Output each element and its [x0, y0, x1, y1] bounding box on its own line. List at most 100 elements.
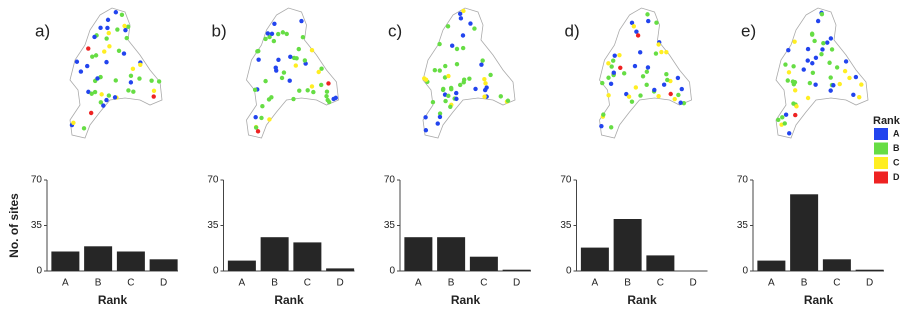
site-dot [105, 25, 110, 31]
site-dot [483, 81, 488, 86]
site-dot [449, 86, 454, 92]
site-dot [601, 112, 606, 117]
site-dot [318, 82, 324, 88]
site-dot [633, 85, 639, 90]
site-dot [809, 32, 815, 37]
site-dot [606, 61, 611, 66]
site-dot [853, 74, 859, 80]
panel-label: a) [35, 21, 50, 40]
site-dot [441, 86, 446, 92]
site-dot [488, 72, 493, 78]
y-tick-label: 0 [389, 266, 395, 277]
x-tick-label: D [690, 278, 697, 289]
site-dot [786, 70, 792, 75]
site-dot [606, 75, 611, 80]
site-dot [430, 99, 436, 105]
site-dot [288, 54, 293, 60]
site-dot [608, 81, 614, 87]
x-axis-label: Rank [98, 293, 128, 307]
y-tick-label: 0 [566, 266, 572, 277]
site-dot [632, 63, 638, 69]
site-dot [472, 26, 477, 31]
site-dot [259, 115, 264, 121]
site-dot [443, 63, 448, 69]
bar [646, 255, 675, 271]
site-dot [293, 63, 299, 68]
site-dot [837, 81, 842, 87]
site-dot [102, 49, 107, 54]
site-dot [138, 62, 143, 67]
x-axis-label: Rank [804, 293, 834, 307]
site-dot [454, 90, 459, 96]
site-dot [255, 129, 261, 134]
site-dot [629, 20, 635, 26]
x-tick-label: A [592, 278, 599, 289]
site-dot [263, 78, 268, 84]
site-dot [324, 89, 330, 94]
site-dot [267, 34, 272, 40]
site-dot [819, 11, 825, 17]
site-dot [454, 61, 460, 67]
site-dot [128, 80, 134, 85]
x-tick-label: B [95, 278, 102, 289]
site-dot [279, 75, 285, 81]
site-dot [302, 58, 308, 63]
site-dot [612, 53, 617, 58]
site-dot [645, 65, 651, 70]
site-dot [126, 88, 131, 93]
site-dot [644, 69, 650, 74]
site-dot [92, 34, 97, 40]
x-axis-label: Rank [627, 293, 657, 307]
site-dot [825, 40, 830, 45]
site-dot [253, 125, 259, 130]
site-dot [815, 18, 821, 24]
site-dot [284, 31, 289, 37]
y-tick-label: 70 [384, 175, 396, 186]
site-dot [821, 40, 826, 46]
legend-swatch [874, 157, 888, 169]
bar [116, 251, 145, 271]
site-dot [782, 121, 787, 126]
site-dot [149, 78, 154, 83]
site-dot [437, 68, 442, 73]
x-tick-label: A [239, 278, 246, 289]
site-dot [672, 96, 677, 102]
site-dot [479, 62, 484, 67]
site-dot [260, 103, 265, 109]
legend-label: A [893, 128, 900, 138]
site-dot [151, 94, 156, 99]
site-dot [787, 131, 792, 136]
site-dot [121, 51, 127, 56]
x-tick-label: A [62, 278, 69, 289]
site-dot [618, 65, 623, 70]
site-dot [131, 89, 136, 94]
bar [437, 237, 466, 271]
site-dot [794, 104, 799, 109]
y-tick-label: 70 [207, 175, 219, 186]
site-dot [309, 84, 315, 89]
site-dot [92, 89, 98, 95]
site-dot [125, 24, 131, 29]
site-dot [319, 66, 324, 71]
site-dot [333, 95, 338, 101]
site-dot [297, 88, 302, 93]
bar [790, 194, 819, 271]
site-dot [123, 27, 128, 33]
site-dot [599, 123, 604, 129]
x-tick-label: C [833, 278, 840, 289]
y-tick-label: 70 [737, 175, 749, 186]
site-dot [813, 55, 819, 60]
x-tick-label: B [271, 278, 278, 289]
site-dot [646, 18, 651, 24]
site-dot [785, 78, 790, 83]
x-tick-label: A [768, 278, 775, 289]
site-dot [130, 66, 136, 72]
site-dot [807, 80, 813, 86]
site-dot [457, 82, 463, 88]
site-dot [89, 91, 94, 96]
site-dot [810, 61, 815, 66]
site-dot [305, 88, 310, 93]
site-dot [269, 31, 275, 36]
bar [580, 247, 609, 271]
x-tick-label: A [415, 278, 422, 289]
